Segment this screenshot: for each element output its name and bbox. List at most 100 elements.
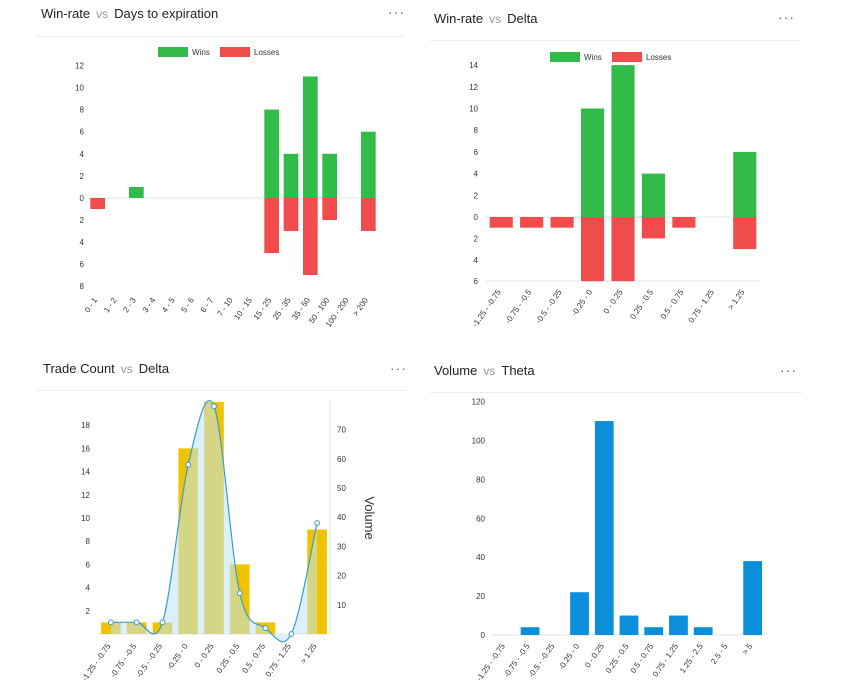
panel-title: Win-rate vs Days to expiration xyxy=(41,6,218,21)
legend-label-wins: Wins xyxy=(584,53,602,62)
y-tick-label: 2 xyxy=(80,172,85,181)
bar-volume xyxy=(693,627,713,635)
title-dimension: Days to expiration xyxy=(114,6,219,21)
tc-x-tick-label: 0 - 0.25 xyxy=(193,642,216,670)
panel-title: Trade Count vs Delta xyxy=(43,361,169,376)
bar-losses xyxy=(733,217,757,250)
dte-x-tick-label: 1 - 2 xyxy=(102,296,119,315)
divider xyxy=(36,390,406,391)
bar-losses xyxy=(672,217,696,228)
legend-label-losses: Losses xyxy=(254,48,279,57)
bar-volume xyxy=(619,615,639,635)
dte-x-tick-label: 10 - 15 xyxy=(232,296,254,322)
bar-volume xyxy=(520,627,540,635)
y-tick-label: 8 xyxy=(80,106,85,115)
delta-x-tick-label: > 1.25 xyxy=(726,288,747,312)
more-options-icon[interactable]: ··· xyxy=(390,360,407,376)
volume-area xyxy=(110,400,318,642)
delta-x-tick-label: 0 - 0.25 xyxy=(602,288,625,316)
title-vs: vs xyxy=(483,364,496,378)
y-tick-label: 120 xyxy=(472,398,486,407)
bar-losses xyxy=(489,217,513,228)
more-options-icon[interactable]: ··· xyxy=(778,9,795,25)
title-dimension: Delta xyxy=(138,361,170,376)
delta-x-tick-label: 0.5 - 0.75 xyxy=(659,288,686,321)
y-tick-label: 4 xyxy=(474,170,479,179)
volume-point xyxy=(288,631,295,637)
delta-x-tick-label: -0.5 - -0.25 xyxy=(534,288,564,326)
y-tick-label: 6 xyxy=(474,148,479,157)
volume-point xyxy=(211,403,217,410)
y-tick-label: 16 xyxy=(81,444,90,453)
y-tick-label: 12 xyxy=(469,83,478,92)
volume-point xyxy=(133,619,140,626)
bar-wins xyxy=(302,76,318,198)
title-metric: Trade Count xyxy=(43,361,115,376)
delta-x-tick-label: 0.25 - 0.5 xyxy=(628,288,655,321)
title-vs: vs xyxy=(96,7,109,21)
y-tick-label: 18 xyxy=(81,421,90,430)
legend-swatch-losses xyxy=(612,52,642,62)
y-tick-label: 8 xyxy=(86,537,91,546)
delta-x-tick-label: -1.25 - -0.75 xyxy=(470,288,503,329)
legend-swatch-wins xyxy=(158,47,188,57)
y-tick-label: 2 xyxy=(80,216,85,225)
bar-volume xyxy=(644,627,664,635)
delta-x-tick-label: 0.75 - 1.25 xyxy=(687,288,717,325)
y-tick-label: 12 xyxy=(81,491,90,500)
bar-volume xyxy=(743,561,763,635)
y2-tick-label: 60 xyxy=(337,455,346,464)
y-tick-label: 10 xyxy=(469,105,478,114)
bar-wins xyxy=(641,173,666,217)
tc-x-tick-label: -0.5 - -0.25 xyxy=(134,642,164,680)
dte-x-tick-label: 15 - 25 xyxy=(252,296,274,322)
y-tick-label: 6 xyxy=(474,277,479,286)
dte-x-tick-label: 0 - 1 xyxy=(83,296,100,315)
bar-volume xyxy=(669,615,688,635)
delta-x-tick-label: -0.75 - -0.5 xyxy=(503,288,533,326)
y-tick-label: 10 xyxy=(81,514,90,523)
bar-losses xyxy=(283,198,299,231)
dte-x-tick-label: 3 - 4 xyxy=(141,296,158,315)
bar-losses xyxy=(580,217,605,282)
title-dimension: Theta xyxy=(501,363,535,378)
y-tick-label: 14 xyxy=(469,61,478,70)
y2-tick-label: 50 xyxy=(337,484,346,493)
theta-x-tick-label: 0.5 - 0.75 xyxy=(629,642,656,675)
theta-x-tick-label: 0 - 0.25 xyxy=(583,642,606,670)
tc-x-tick-label: 0.5 - 0.75 xyxy=(240,642,267,675)
more-options-icon[interactable]: ··· xyxy=(780,362,797,378)
y-tick-label: 8 xyxy=(80,282,85,291)
y-tick-label: 10 xyxy=(75,84,84,93)
volume-point xyxy=(236,590,243,597)
dte-x-tick-label: 25 - 35 xyxy=(271,296,293,322)
title-metric: Win-rate xyxy=(434,11,484,26)
title-metric: Volume xyxy=(434,363,478,378)
y-tick-label: 6 xyxy=(80,128,85,137)
volume-point xyxy=(314,520,321,526)
volume-point xyxy=(185,461,192,468)
delta-x-tick-label: -0.25 - 0 xyxy=(570,288,595,318)
y-tick-label: 60 xyxy=(476,514,485,523)
tc-x-tick-label: -1.25 - -0.75 xyxy=(80,642,113,683)
theta-x-tick-label: 2.5 - 5 xyxy=(709,642,730,666)
bar-wins xyxy=(733,151,757,217)
bar-wins xyxy=(580,108,605,217)
bar-volume xyxy=(594,421,614,635)
bar-losses xyxy=(264,198,280,253)
divider xyxy=(430,392,802,393)
y-tick-label: 6 xyxy=(86,560,91,569)
y-tick-label: 6 xyxy=(80,260,85,269)
legend-label-losses: Losses xyxy=(646,53,671,62)
dte-x-tick-label: 4 - 5 xyxy=(160,296,177,315)
y-tick-label: 4 xyxy=(474,256,479,265)
y-tick-label: 2 xyxy=(474,191,479,200)
panel-title: Win-rate vs Delta xyxy=(434,11,537,26)
bar-losses xyxy=(302,198,318,275)
bar-wins xyxy=(611,65,635,217)
more-options-icon[interactable]: ··· xyxy=(388,4,405,20)
theta-x-tick-label: -0.25 - 0 xyxy=(557,642,582,672)
y-tick-label: 4 xyxy=(86,584,91,593)
legend-label-wins: Wins xyxy=(192,48,210,57)
bar-losses xyxy=(322,198,338,220)
